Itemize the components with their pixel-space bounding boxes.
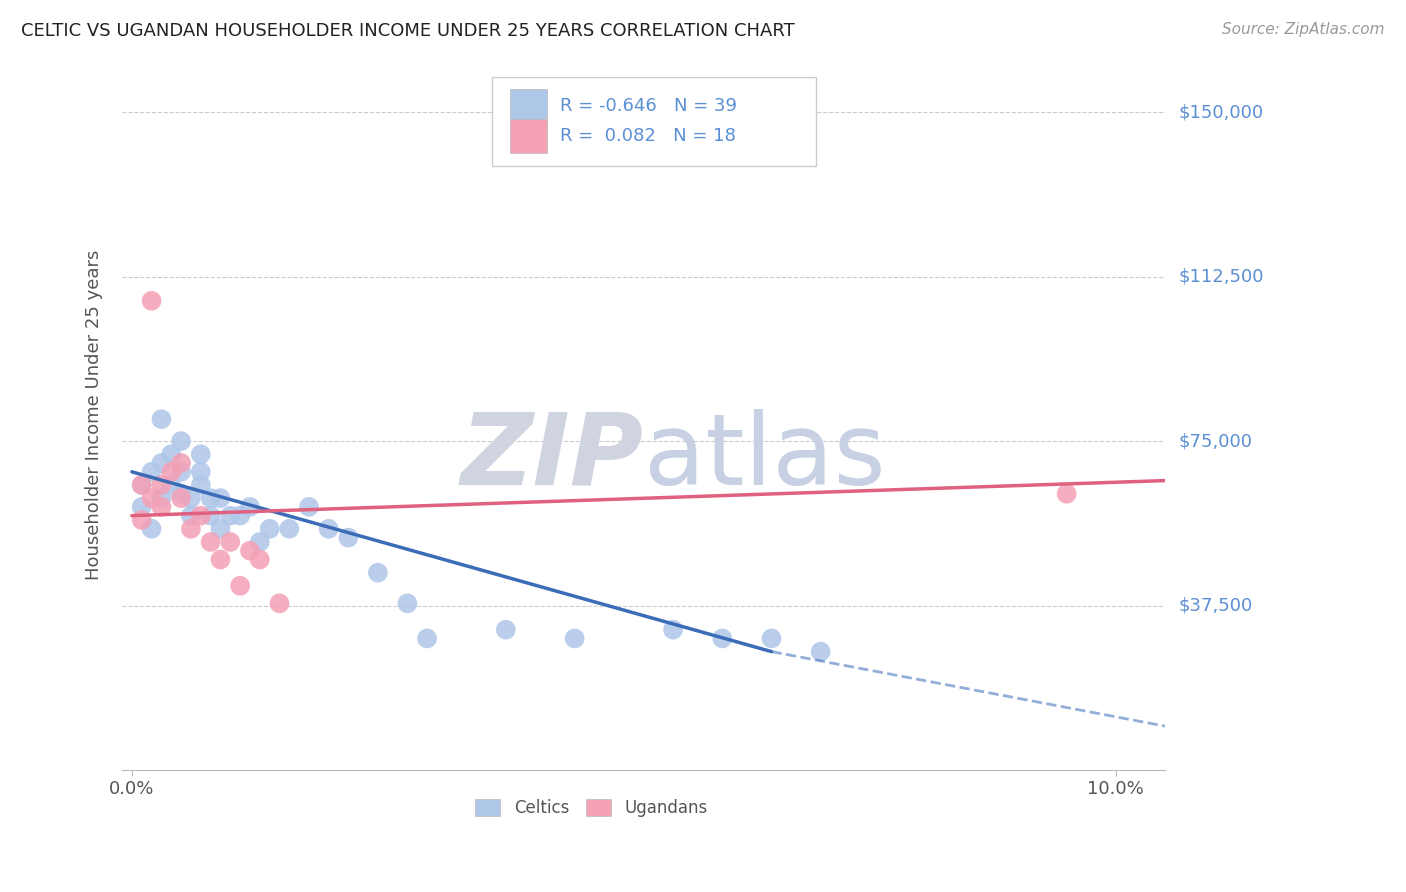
Point [180, 522, 202, 536]
Point [298, 500, 321, 514]
Point [131, 513, 153, 527]
Point [416, 632, 439, 646]
Point [150, 500, 173, 514]
Point [170, 487, 193, 501]
Point [200, 491, 222, 505]
Legend: Celtics, Ugandans: Celtics, Ugandans [467, 791, 716, 826]
Point [160, 447, 183, 461]
Text: ZIP: ZIP [461, 409, 644, 506]
Point [170, 491, 193, 505]
Point [141, 465, 163, 479]
Text: $37,500: $37,500 [1180, 597, 1253, 615]
Point [150, 456, 173, 470]
Point [200, 508, 222, 523]
Point [209, 552, 232, 566]
Point [170, 456, 193, 470]
Text: $112,500: $112,500 [1180, 268, 1264, 285]
Point [495, 623, 517, 637]
Point [239, 543, 262, 558]
Point [269, 596, 291, 610]
Point [278, 522, 301, 536]
Point [180, 508, 202, 523]
Point [170, 434, 193, 449]
Point [209, 522, 232, 536]
Point [259, 522, 281, 536]
Text: $75,000: $75,000 [1180, 432, 1253, 450]
Point [190, 447, 212, 461]
FancyBboxPatch shape [492, 78, 815, 166]
Point [229, 508, 252, 523]
FancyBboxPatch shape [510, 88, 547, 123]
Point [190, 478, 212, 492]
Point [141, 522, 163, 536]
Point [131, 478, 153, 492]
Point [810, 644, 832, 658]
FancyBboxPatch shape [510, 120, 547, 153]
Point [564, 632, 586, 646]
Y-axis label: Householder Income Under 25 years: Householder Income Under 25 years [86, 250, 103, 580]
Text: Source: ZipAtlas.com: Source: ZipAtlas.com [1222, 22, 1385, 37]
Point [318, 522, 340, 536]
Text: R =  0.082   N = 18: R = 0.082 N = 18 [560, 128, 735, 145]
Point [150, 491, 173, 505]
Point [160, 478, 183, 492]
Point [219, 535, 242, 549]
Point [150, 478, 173, 492]
Text: CELTIC VS UGANDAN HOUSEHOLDER INCOME UNDER 25 YEARS CORRELATION CHART: CELTIC VS UGANDAN HOUSEHOLDER INCOME UND… [21, 22, 794, 40]
Point [396, 596, 419, 610]
Point [249, 552, 271, 566]
Point [662, 623, 685, 637]
Point [229, 579, 252, 593]
Point [131, 500, 153, 514]
Point [219, 508, 242, 523]
Point [337, 531, 360, 545]
Point [239, 500, 262, 514]
Point [249, 535, 271, 549]
Point [141, 293, 163, 308]
Point [131, 478, 153, 492]
Point [180, 491, 202, 505]
Point [761, 632, 783, 646]
Text: R = -0.646   N = 39: R = -0.646 N = 39 [560, 96, 737, 115]
Point [367, 566, 389, 580]
Point [160, 465, 183, 479]
Point [190, 508, 212, 523]
Point [170, 465, 193, 479]
Point [1056, 487, 1078, 501]
Point [150, 412, 173, 426]
Point [209, 491, 232, 505]
Point [200, 535, 222, 549]
Point [711, 632, 734, 646]
Point [141, 491, 163, 505]
Text: atlas: atlas [644, 409, 886, 506]
Point [190, 465, 212, 479]
Text: $150,000: $150,000 [1180, 103, 1264, 121]
